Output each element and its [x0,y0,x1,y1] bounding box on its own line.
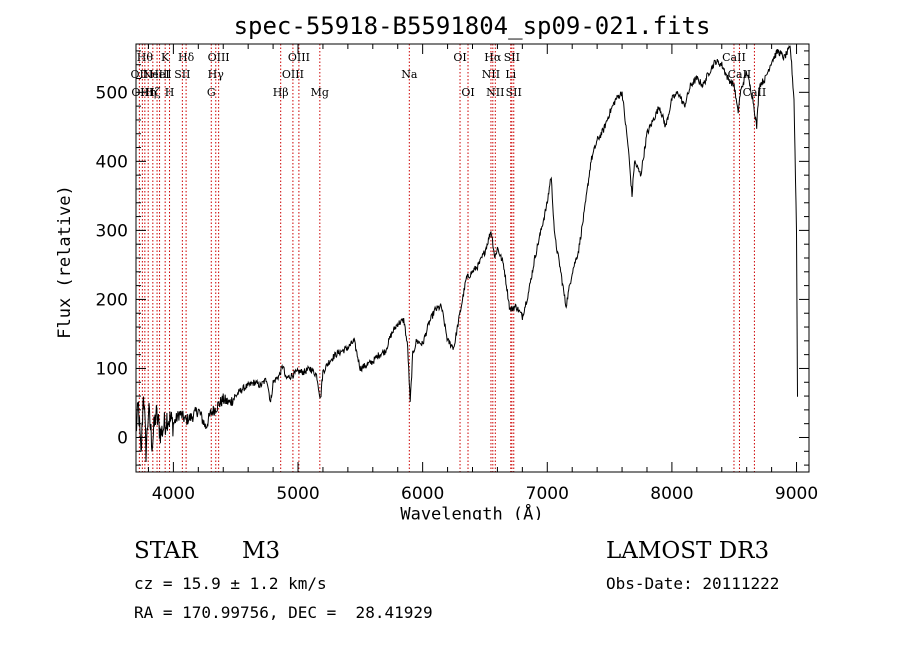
y-tick-label: 100 [96,359,128,379]
reference-line-label: SII [174,68,190,81]
reference-line-label: Hζ [145,86,161,99]
reference-line-label: NII [486,86,504,99]
reference-line-label: Hη [140,86,156,99]
reference-line-label: Hγ [208,68,225,81]
survey-name: LAMOST DR3 [606,538,770,564]
y-tick-label: 300 [96,221,128,241]
obs-date: Obs-Date: 20111222 [606,574,780,593]
reference-line-label: OIII [282,68,304,81]
reference-line-label: Hβ [273,86,289,99]
reference-line-label: G [207,86,216,99]
reference-line-label: Hδ [178,51,195,64]
reference-line-label: CaII [743,86,767,99]
y-axis-ticks: 0 100 200 300 400 500 [96,50,809,466]
reference-lines [138,44,755,472]
redshift-readout: cz = 15.9 ± 1.2 km/s [134,574,327,593]
x-axis-ticks: 4000 5000 6000 7000 8000 9000 [147,44,818,504]
reference-line-label: Li [505,68,516,81]
x-tick-label: 9000 [775,484,818,504]
reference-line-label: OI [461,86,474,99]
reference-line-label: SII [506,86,522,99]
reference-line-label: OII [131,68,149,81]
x-tick-label: 7000 [526,484,569,504]
reference-line-label: K [161,51,170,64]
y-tick-label: 200 [96,290,128,310]
reference-line-label: SII [504,51,520,64]
chart-title: spec-55918-B5591804_sp09-021.fits [234,12,711,40]
x-tick-label: 5000 [276,484,319,504]
y-tick-label: 400 [96,152,128,172]
reference-line-label: OIII [288,51,310,64]
reference-line-label: Hα [484,51,502,64]
reference-line-label: CaII [728,68,752,81]
y-axis-label: Flux (relative) [55,185,75,339]
plot-frame [135,43,810,473]
reference-line-label: Na [401,68,418,81]
x-tick-label: 8000 [650,484,693,504]
reference-line-label: NeIII [142,68,171,81]
reference-line-label: HeI [149,68,169,81]
reference-line-label: H [165,86,175,99]
y-tick-label: 0 [117,428,128,448]
y-tick-label: 500 [96,83,128,103]
reference-line-label: Hθ [137,51,154,64]
spectrum-line [135,44,798,463]
reference-line-label: CaII [722,51,746,64]
x-tick-label: 4000 [152,484,195,504]
object-subclass: M3 [242,538,281,564]
reference-line-label: OI [453,51,466,64]
object-class: STAR [134,538,198,564]
reference-line-label: Mg [311,86,329,99]
x-tick-label: 6000 [401,484,444,504]
spectrum-chart: spec-55918-B5591804_sp09-021.fits OIIOII… [55,12,818,521]
x-axis-label: Wavelength (Å) [400,503,543,521]
reference-line-label: OIII [208,51,230,64]
reference-line-label: NII [482,68,500,81]
coordinates: RA = 170.99756, DEC = 28.41929 [134,603,433,622]
